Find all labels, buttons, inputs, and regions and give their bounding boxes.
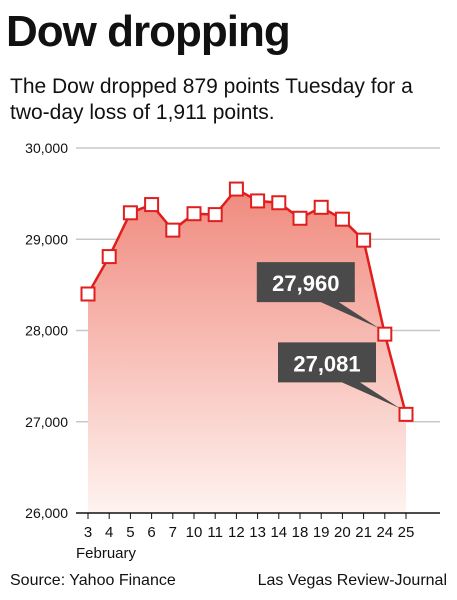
- x-tick-label: 7: [169, 524, 177, 541]
- x-tick-label: 3: [84, 524, 92, 541]
- data-points: [80, 181, 414, 422]
- x-tick-label: 10: [186, 524, 203, 541]
- headline: Dow dropping: [6, 7, 291, 56]
- subtitle: The Dow dropped 879 points Tuesday for a…: [10, 75, 413, 124]
- data-point: [398, 406, 414, 422]
- x-tick-label: 11: [207, 524, 223, 541]
- callout-label: 27,081: [293, 351, 360, 376]
- source-note: Source: Yahoo Finance: [10, 572, 176, 589]
- x-tick-label: 4: [105, 524, 113, 541]
- x-tick-label: 20: [334, 524, 351, 541]
- data-point: [144, 197, 160, 213]
- y-tick-label: 30,000: [25, 140, 68, 156]
- y-tick-label: 28,000: [25, 323, 68, 339]
- data-point: [186, 206, 202, 222]
- x-tick-label: 18: [292, 524, 309, 541]
- x-tick-label: 24: [376, 524, 393, 541]
- callouts: 27,960 27,081: [256, 262, 400, 409]
- y-axis-ticks: 26,000 27,000 28,000 29,000 30,000: [25, 140, 68, 521]
- month-label: February: [76, 545, 137, 562]
- x-tick-label: 5: [126, 524, 134, 541]
- data-point: [271, 195, 287, 211]
- value-callout: 27,081: [278, 342, 400, 409]
- x-tick-label: 14: [270, 524, 287, 541]
- data-point: [80, 286, 96, 302]
- x-tick-label: 13: [249, 524, 266, 541]
- y-tick-label: 27,000: [25, 414, 68, 430]
- data-point: [122, 205, 138, 221]
- data-point: [101, 249, 117, 265]
- callout-box: [278, 342, 400, 409]
- x-tick-label: 19: [313, 524, 330, 541]
- value-callout: 27,960: [256, 262, 379, 329]
- x-tick-label: 21: [355, 524, 372, 541]
- y-tick-label: 26,000: [25, 505, 68, 521]
- data-point: [292, 210, 308, 226]
- credit-line: Las Vegas Review-Journal: [257, 572, 447, 589]
- data-point: [228, 181, 244, 197]
- data-point: [377, 326, 393, 342]
- x-tick-label: 12: [228, 524, 245, 541]
- x-tick-label: 6: [147, 524, 155, 541]
- data-point: [356, 232, 372, 248]
- data-point: [334, 211, 350, 227]
- x-tick-label: 25: [398, 524, 415, 541]
- data-point: [165, 222, 181, 238]
- data-point: [207, 207, 223, 223]
- data-point: [313, 199, 329, 215]
- data-point: [250, 193, 266, 209]
- series-line: [86, 187, 408, 415]
- x-axis: 3 4 5 6 7 10 11 12 13 14 18 19 20 21 24 25: [76, 512, 440, 541]
- y-tick-label: 29,000: [25, 231, 68, 247]
- callout-box: [256, 262, 379, 329]
- callout-label: 27,960: [272, 271, 339, 296]
